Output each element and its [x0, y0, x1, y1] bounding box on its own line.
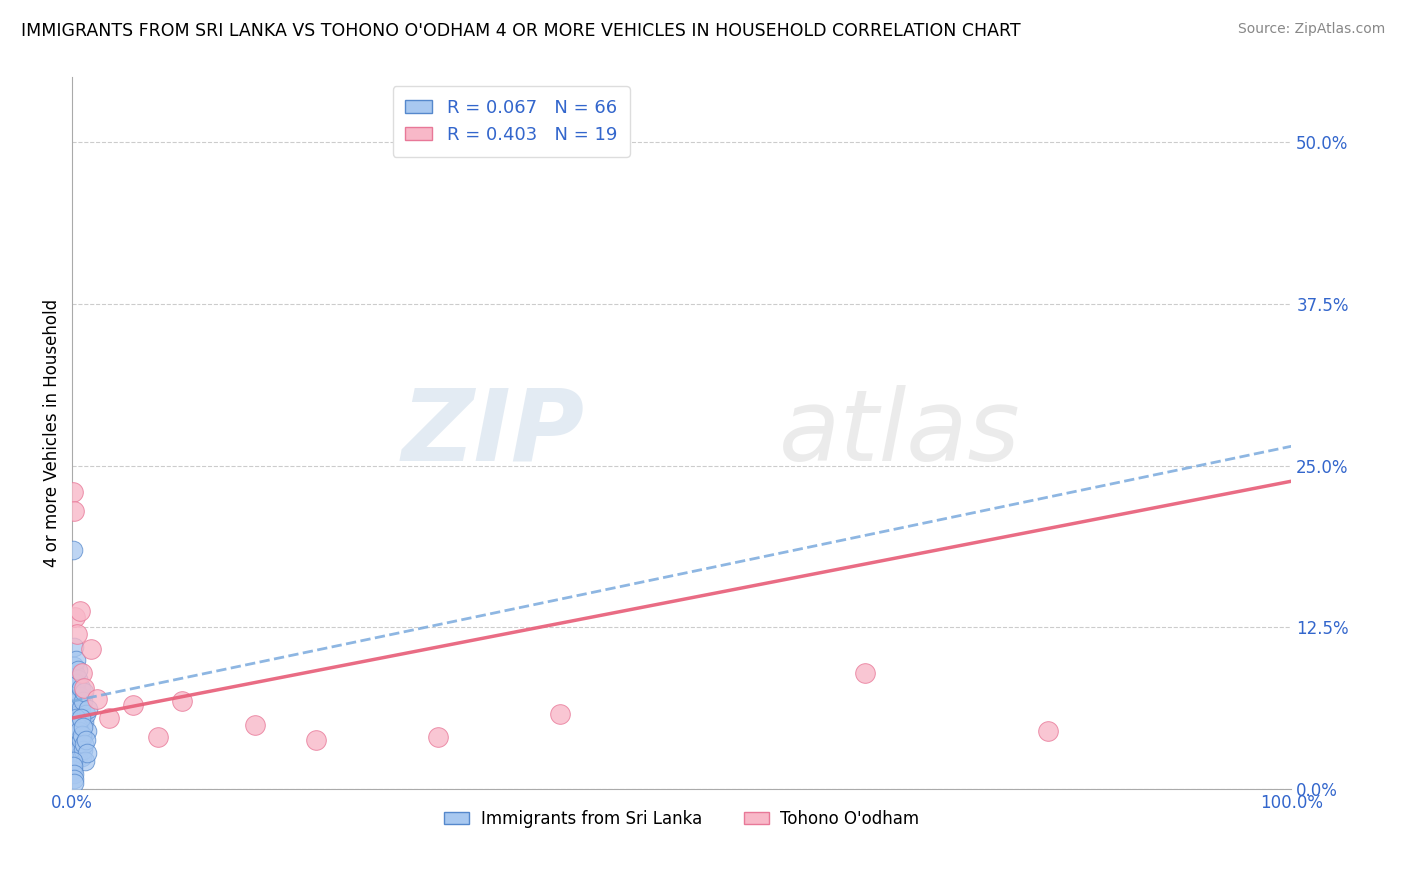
Point [67, 733, 90, 747]
Point [305, 733, 328, 747]
Legend: Immigrants from Sri Lanka, Tohono O'odham: Immigrants from Sri Lanka, Tohono O'odha… [437, 803, 927, 834]
Point [72, 720, 94, 734]
Point [63, 698, 86, 712]
Point [73, 754, 96, 768]
Point [67, 663, 90, 677]
Point [66, 746, 89, 760]
Point [72, 743, 94, 757]
Point [63, 723, 86, 738]
Point [73, 685, 96, 699]
Point [70, 750, 93, 764]
Text: ZIP: ZIP [401, 384, 585, 482]
Point [548, 707, 571, 722]
Point [65, 733, 87, 747]
Y-axis label: 4 or more Vehicles in Household: 4 or more Vehicles in Household [44, 300, 60, 567]
Text: Source: ZipAtlas.com: Source: ZipAtlas.com [1237, 22, 1385, 37]
Point [122, 698, 145, 712]
Point [170, 694, 193, 708]
Point [73, 681, 96, 696]
Point [62, 759, 84, 773]
Point [62, 746, 84, 760]
Point [73, 737, 96, 751]
Point [72, 731, 94, 745]
Point [62, 763, 84, 777]
Point [243, 717, 266, 731]
Point [62, 705, 84, 719]
Point [63, 610, 86, 624]
Point [66, 627, 89, 641]
Point [76, 746, 98, 760]
Point [853, 665, 876, 680]
Point [70, 711, 93, 725]
Point [65, 728, 87, 742]
Point [75, 733, 97, 747]
Point [69, 604, 91, 618]
Point [70, 728, 93, 742]
Point [62, 728, 84, 742]
Point [97, 711, 120, 725]
Point [63, 714, 86, 729]
Point [72, 694, 94, 708]
Point [63, 681, 86, 696]
Point [63, 640, 86, 654]
Point [70, 665, 93, 680]
Point [62, 542, 84, 557]
Point [63, 772, 86, 786]
Point [77, 702, 100, 716]
Point [65, 691, 87, 706]
Point [69, 740, 91, 755]
Point [66, 694, 89, 708]
Point [75, 707, 97, 722]
Point [66, 750, 89, 764]
Point [70, 733, 93, 747]
Point [66, 705, 89, 719]
Point [62, 504, 84, 518]
Point [65, 711, 87, 725]
Point [62, 679, 84, 693]
Point [69, 711, 91, 725]
Point [69, 720, 91, 734]
Point [1036, 723, 1059, 738]
Point [65, 668, 87, 682]
Point [69, 689, 91, 703]
Point [146, 731, 169, 745]
Point [63, 723, 86, 738]
Point [66, 720, 89, 734]
Text: atlas: atlas [779, 384, 1021, 482]
Point [66, 685, 89, 699]
Point [63, 776, 86, 790]
Point [62, 737, 84, 751]
Text: IMMIGRANTS FROM SRI LANKA VS TOHONO O'ODHAM 4 OR MORE VEHICLES IN HOUSEHOLD CORR: IMMIGRANTS FROM SRI LANKA VS TOHONO O'OD… [21, 22, 1021, 40]
Point [63, 689, 86, 703]
Point [73, 714, 96, 729]
Point [67, 672, 90, 686]
Point [62, 766, 84, 780]
Point [76, 723, 98, 738]
Point [62, 754, 84, 768]
Point [67, 707, 90, 722]
Point [65, 676, 87, 690]
Point [67, 723, 90, 738]
Point [62, 484, 84, 499]
Point [66, 737, 89, 751]
Point [63, 659, 86, 673]
Point [79, 642, 101, 657]
Point [69, 700, 91, 714]
Point [65, 711, 87, 725]
Point [65, 653, 87, 667]
Point [63, 733, 86, 747]
Point [70, 681, 93, 696]
Point [426, 731, 449, 745]
Point [86, 691, 108, 706]
Point [66, 717, 89, 731]
Point [63, 743, 86, 757]
